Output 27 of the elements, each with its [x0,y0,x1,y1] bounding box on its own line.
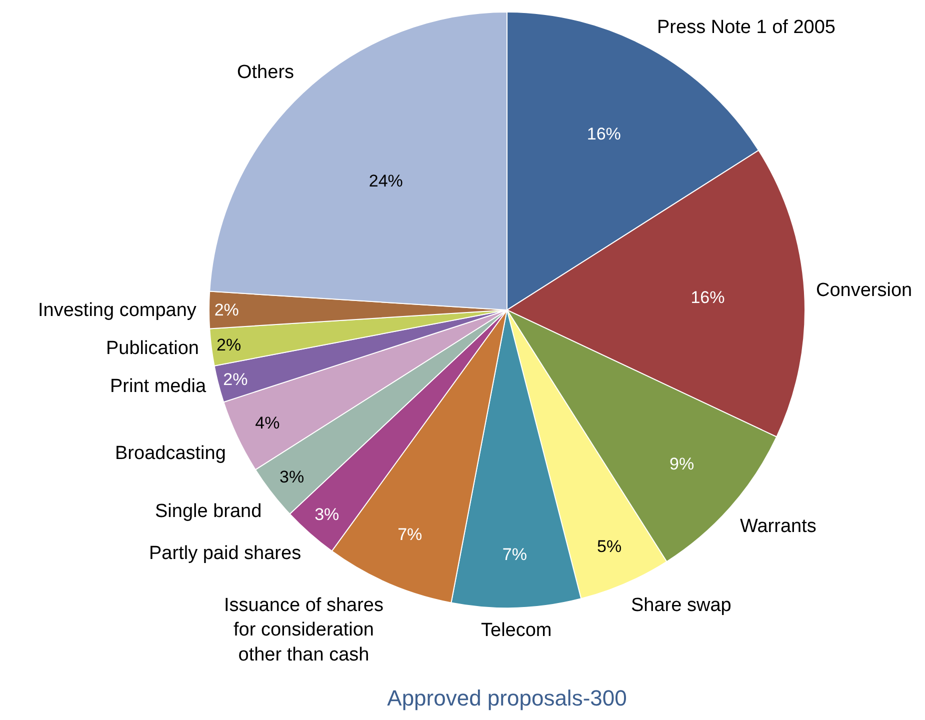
text: Approved proposals-300 [387,686,627,711]
slice-label: Telecom [481,620,552,641]
data-label: 3% [314,504,340,524]
slice-label: Broadcasting [115,443,226,464]
data-label: 5% [597,536,622,556]
data-label: 7% [502,545,527,564]
data-label: 9% [669,454,694,474]
slice-label: Print media [110,376,207,397]
data-label: 16% [586,124,621,144]
data-label: 2% [223,370,248,390]
data-label: 3% [280,467,304,486]
slice-label: Press Note 1 of 2005 [657,17,836,38]
slice-label: Others [237,62,294,83]
slice-label: Warrants [740,516,816,537]
slice-label: Share swap [631,595,732,616]
data-label: 2% [216,336,242,355]
slice-label: Partly paid shares [149,543,302,564]
slice-label: Conversion [816,280,912,301]
data-label: 24% [368,172,403,191]
slice-label: Single brand [155,501,262,522]
slice-label: Publication [106,338,199,359]
slice-label: Issuance of shares for consideration other than cash [224,595,384,666]
data-label: 4% [255,413,280,432]
slice-label: Investing company [38,300,197,321]
data-label: 7% [398,525,422,544]
data-label: 16% [690,288,725,307]
data-label: 2% [214,300,239,320]
